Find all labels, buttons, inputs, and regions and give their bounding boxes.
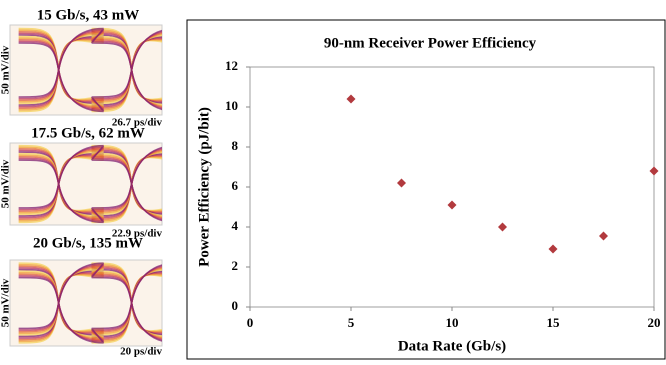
eye-title: 17.5 Gb/s, 62 mW (31, 125, 145, 141)
eye-title: 15 Gb/s, 43 mW (37, 7, 140, 23)
chart-frame (187, 20, 665, 359)
y-tick-label: 10 (225, 98, 238, 113)
x-tick-label: 0 (247, 315, 254, 330)
y-tick-label: 0 (232, 298, 239, 313)
y-tick-label: 12 (225, 58, 238, 73)
eye-x-label: 20 ps/div (120, 346, 162, 358)
y-tick-label: 6 (232, 178, 239, 193)
y-tick-label: 8 (232, 138, 239, 153)
x-tick-label: 10 (446, 315, 459, 330)
chart-title: 90-nm Receiver Power Efficiency (324, 35, 537, 51)
y-axis-label: Power Efficiency (pJ/bit) (196, 107, 212, 267)
x-tick-label: 20 (648, 315, 661, 330)
eye-y-label: 50 mV/div (0, 278, 12, 327)
eye-title: 20 Gb/s, 135 mW (33, 235, 143, 251)
x-axis-label: Data Rate (Gb/s) (398, 338, 506, 354)
figure: 90-nm Receiver Power Efficiency Data Rat… (0, 0, 666, 360)
y-tick-label: 2 (232, 258, 239, 273)
x-tick-label: 15 (547, 315, 561, 330)
y-tick-label: 4 (232, 218, 239, 233)
eye-y-label: 50 mV/div (0, 159, 12, 208)
x-tick-label: 5 (348, 315, 355, 330)
eye-y-label: 50 mV/div (0, 45, 12, 94)
